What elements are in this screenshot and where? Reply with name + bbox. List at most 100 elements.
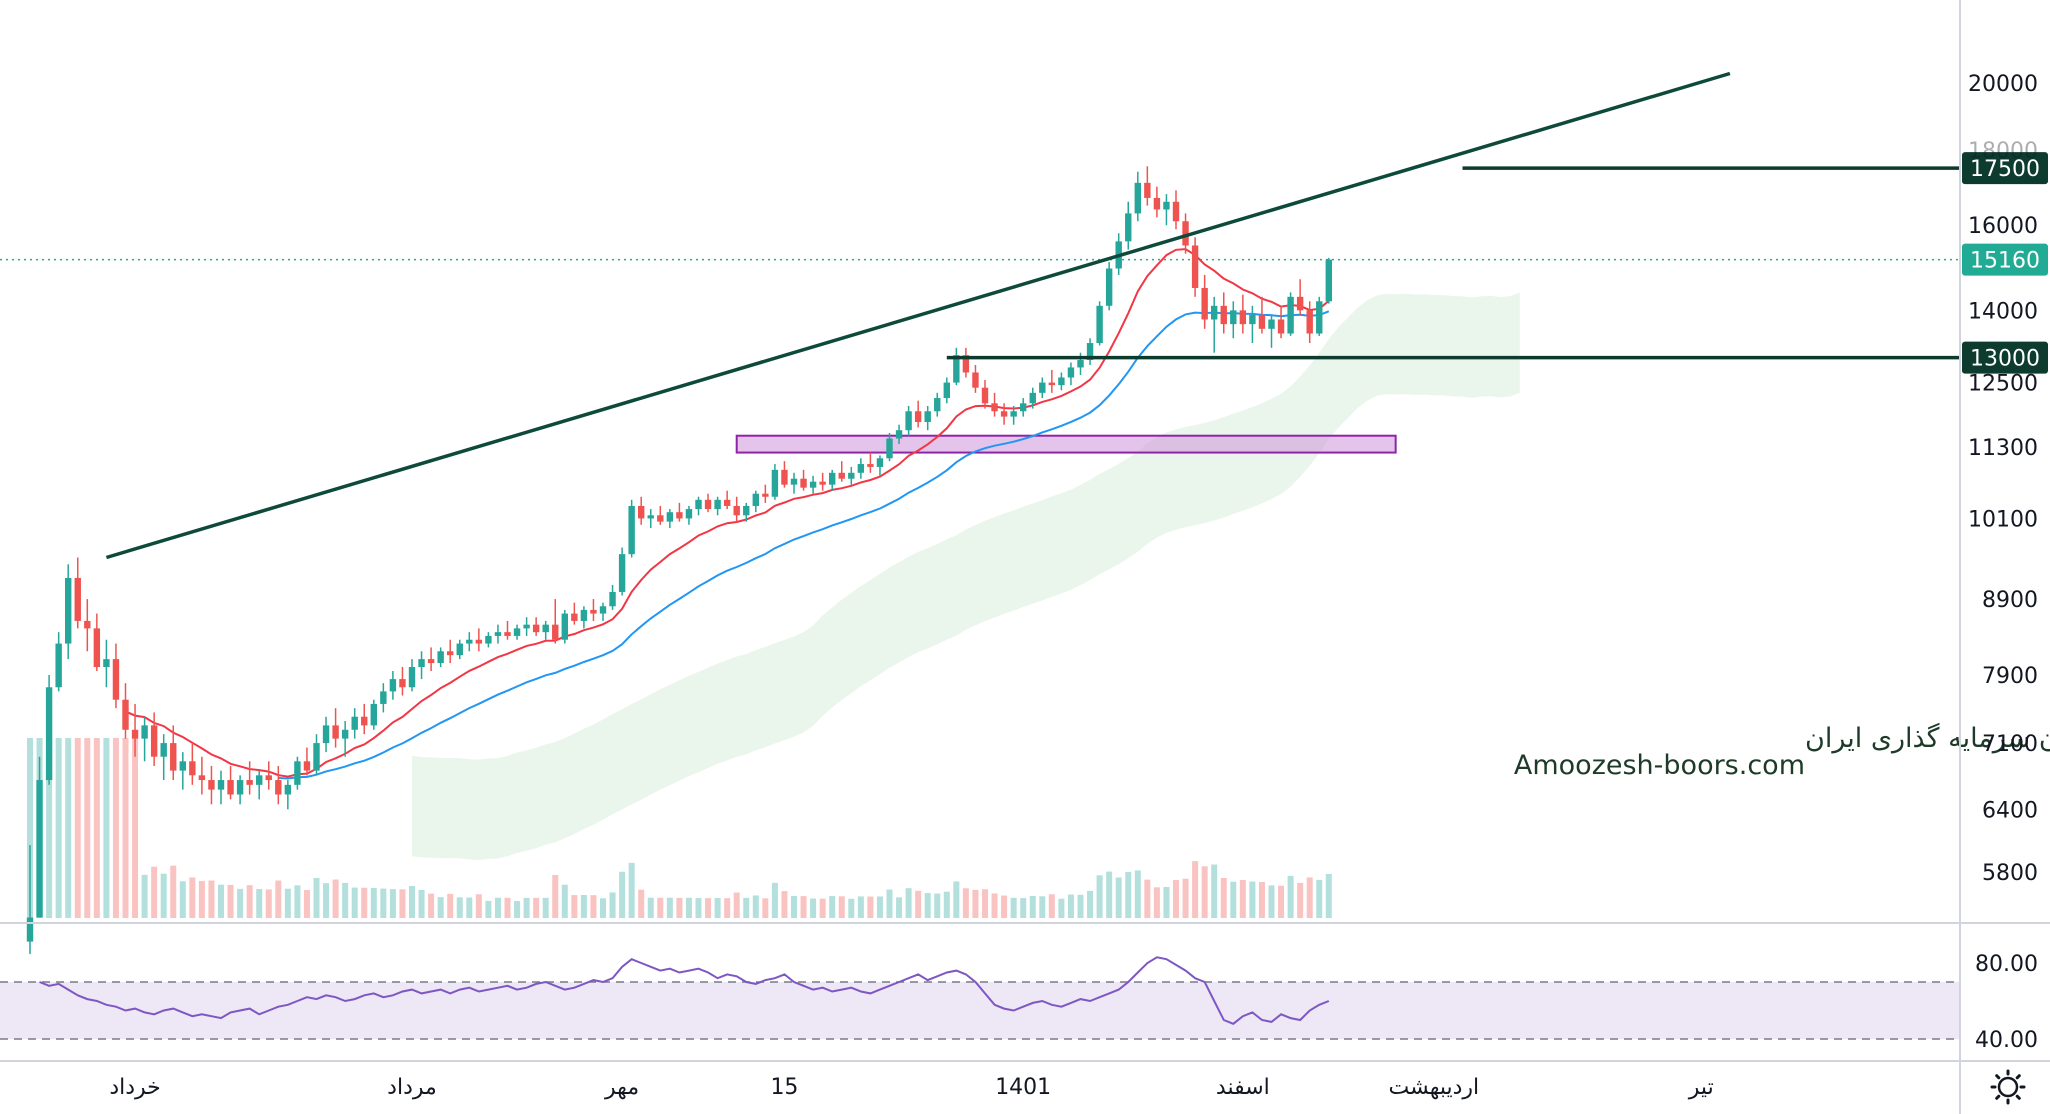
candle[interactable] [1230, 301, 1237, 339]
candle[interactable] [1105, 262, 1113, 311]
candle[interactable] [265, 761, 272, 790]
candle[interactable] [733, 496, 740, 522]
candle[interactable] [341, 721, 349, 757]
candle[interactable] [122, 683, 129, 739]
candle[interactable] [1144, 166, 1151, 206]
candle[interactable] [217, 770, 225, 805]
candle[interactable] [934, 392, 941, 417]
candle[interactable] [895, 424, 903, 445]
candle[interactable] [523, 617, 530, 636]
candle[interactable] [55, 632, 62, 692]
candle[interactable] [1000, 403, 1008, 425]
candle[interactable] [618, 547, 626, 596]
candle[interactable] [790, 472, 798, 494]
candle[interactable] [313, 734, 320, 776]
candle[interactable] [26, 845, 34, 954]
rsi-axis[interactable]: 80.00 40.00 [1975, 952, 2038, 1053]
candle[interactable] [1277, 305, 1285, 339]
candle[interactable] [475, 628, 483, 652]
candle[interactable] [179, 752, 186, 790]
candle[interactable] [170, 725, 177, 781]
candle[interactable] [504, 620, 511, 640]
candle[interactable] [1067, 362, 1075, 386]
horizontal-levels[interactable]: 17500 13000 15160 [946, 152, 2048, 374]
candle[interactable] [1134, 171, 1141, 222]
candle[interactable] [447, 639, 454, 664]
candle[interactable] [1211, 296, 1218, 353]
candle[interactable] [1239, 294, 1247, 334]
candle[interactable] [695, 496, 702, 516]
candle[interactable] [1020, 398, 1027, 417]
candle[interactable] [1029, 387, 1036, 409]
candle[interactable] [408, 659, 416, 692]
candle[interactable] [160, 734, 167, 781]
candle[interactable] [1153, 186, 1161, 218]
candle[interactable] [762, 484, 769, 503]
time-axis[interactable]: خرداد مرداد مهر 15 1401 اسفند اردیبهشت تیر [109, 1075, 1713, 1100]
candle[interactable] [208, 765, 215, 805]
candle[interactable] [876, 455, 884, 476]
candle[interactable] [1125, 201, 1132, 250]
candle[interactable] [542, 620, 549, 640]
candle[interactable] [953, 347, 960, 386]
candle[interactable] [1268, 314, 1275, 348]
candle[interactable] [427, 647, 435, 672]
candle[interactable] [1258, 296, 1266, 334]
trendline[interactable] [105, 71, 1731, 560]
candle[interactable] [1296, 279, 1304, 315]
candle[interactable] [609, 584, 616, 610]
candle[interactable] [456, 639, 463, 660]
candle[interactable] [771, 464, 779, 500]
candle[interactable] [303, 747, 311, 776]
candle[interactable] [914, 400, 922, 428]
candle[interactable] [1201, 274, 1208, 329]
candle[interactable] [1325, 257, 1332, 304]
candle[interactable] [84, 599, 91, 652]
candle[interactable] [1172, 190, 1180, 230]
candle[interactable] [743, 502, 750, 522]
candle[interactable] [351, 708, 358, 739]
candle[interactable] [962, 347, 970, 378]
candle[interactable] [389, 671, 397, 700]
candle[interactable] [1048, 369, 1056, 393]
candle[interactable] [1249, 305, 1256, 344]
candle[interactable] [189, 743, 196, 785]
candle[interactable] [275, 765, 282, 805]
candle[interactable] [704, 493, 712, 513]
gear-icon[interactable] [1990, 1069, 2026, 1105]
candle[interactable] [1096, 301, 1103, 346]
candle[interactable] [800, 469, 807, 491]
candle[interactable] [848, 466, 855, 485]
candle[interactable] [886, 432, 893, 462]
candle[interactable] [599, 602, 607, 621]
candle[interactable] [236, 775, 244, 805]
candle[interactable] [131, 703, 139, 757]
candle[interactable] [74, 557, 81, 629]
candle[interactable] [1010, 405, 1017, 425]
candle[interactable] [943, 377, 950, 404]
candle[interactable] [1182, 213, 1189, 254]
candle[interactable] [103, 639, 110, 688]
candle[interactable] [246, 761, 253, 795]
candle[interactable] [1058, 372, 1065, 391]
candle[interactable] [723, 490, 731, 510]
candle[interactable] [781, 461, 788, 488]
candle[interactable] [714, 496, 721, 516]
candle[interactable] [284, 780, 292, 810]
candle[interactable] [1287, 292, 1294, 336]
candle[interactable] [867, 452, 874, 473]
candle[interactable] [141, 716, 148, 762]
candle[interactable] [370, 699, 377, 730]
candle[interactable] [256, 770, 263, 800]
candle[interactable] [322, 716, 330, 753]
candle[interactable] [437, 647, 444, 668]
candle[interactable] [809, 475, 817, 494]
candle[interactable] [590, 599, 597, 621]
candle[interactable] [857, 458, 865, 479]
candle[interactable] [972, 364, 979, 393]
candle[interactable] [638, 496, 645, 525]
candle[interactable] [532, 617, 540, 636]
candle[interactable] [580, 606, 588, 629]
candle[interactable] [752, 490, 759, 513]
candle[interactable] [657, 505, 664, 525]
